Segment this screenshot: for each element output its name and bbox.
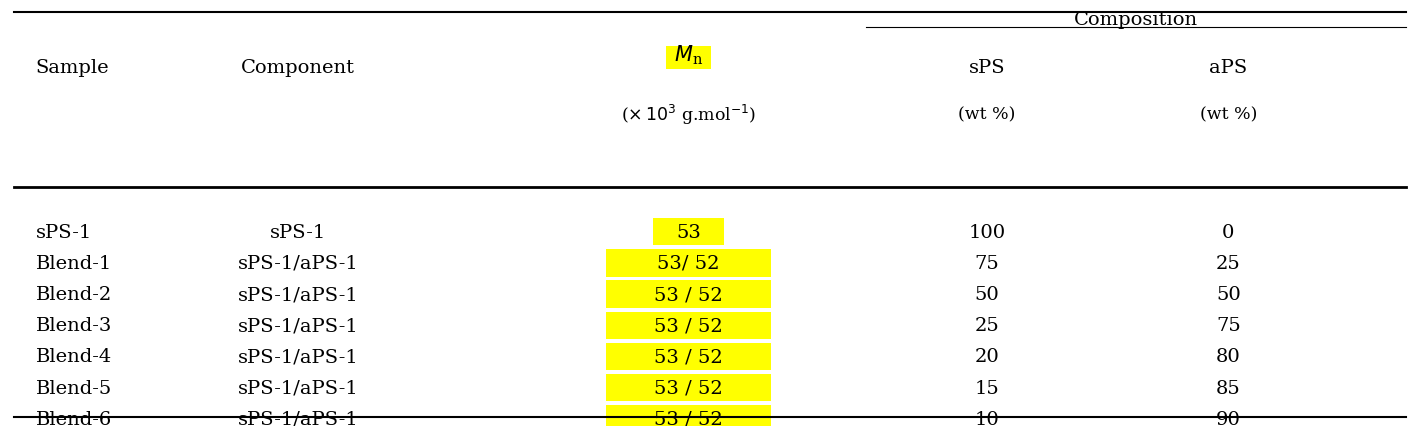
Text: ($\times\,10^{3}$ g.mol$^{-1}$): ($\times\,10^{3}$ g.mol$^{-1}$) xyxy=(621,103,757,127)
Text: (wt %): (wt %) xyxy=(1200,106,1257,124)
Text: aPS: aPS xyxy=(1210,59,1247,77)
Text: 85: 85 xyxy=(1216,379,1241,397)
Text: Blend-4: Blend-4 xyxy=(36,348,112,366)
Text: 53 / 52: 53 / 52 xyxy=(655,410,723,426)
Text: 50: 50 xyxy=(1216,285,1241,303)
Text: 53 / 52: 53 / 52 xyxy=(655,379,723,397)
Text: Blend-2: Blend-2 xyxy=(36,285,112,303)
Text: sPS-1/aPS-1: sPS-1/aPS-1 xyxy=(237,379,359,397)
Bar xyxy=(606,312,771,339)
Text: 50: 50 xyxy=(974,285,1000,303)
Text: Blend-1: Blend-1 xyxy=(36,254,112,272)
Text: 25: 25 xyxy=(1216,254,1241,272)
Text: Blend-6: Blend-6 xyxy=(36,410,112,426)
Text: 75: 75 xyxy=(1216,317,1241,334)
Text: 53 / 52: 53 / 52 xyxy=(655,348,723,366)
Text: Composition: Composition xyxy=(1074,11,1198,29)
Text: Blend-3: Blend-3 xyxy=(36,317,112,334)
Text: 90: 90 xyxy=(1216,410,1241,426)
Text: 10: 10 xyxy=(974,410,1000,426)
Bar xyxy=(606,374,771,401)
Text: 53/ 52: 53/ 52 xyxy=(657,254,720,272)
Bar xyxy=(666,47,711,70)
Text: 0: 0 xyxy=(1223,223,1234,241)
Bar xyxy=(653,219,724,246)
Text: 25: 25 xyxy=(974,317,1000,334)
Bar xyxy=(606,250,771,277)
Text: sPS-1/aPS-1: sPS-1/aPS-1 xyxy=(237,410,359,426)
Text: sPS-1: sPS-1 xyxy=(36,223,92,241)
Bar xyxy=(606,405,771,426)
Text: sPS-1: sPS-1 xyxy=(270,223,327,241)
Text: (wt %): (wt %) xyxy=(959,106,1015,124)
Text: 20: 20 xyxy=(974,348,1000,366)
Text: sPS-1/aPS-1: sPS-1/aPS-1 xyxy=(237,317,359,334)
Text: sPS-1/aPS-1: sPS-1/aPS-1 xyxy=(237,254,359,272)
Text: 53 / 52: 53 / 52 xyxy=(655,317,723,334)
Bar xyxy=(606,281,771,308)
Text: sPS-1/aPS-1: sPS-1/aPS-1 xyxy=(237,285,359,303)
Text: 15: 15 xyxy=(974,379,1000,397)
Text: 53 / 52: 53 / 52 xyxy=(655,285,723,303)
Text: 75: 75 xyxy=(974,254,1000,272)
Text: Sample: Sample xyxy=(36,59,109,77)
Text: sPS-1/aPS-1: sPS-1/aPS-1 xyxy=(237,348,359,366)
Text: Blend-5: Blend-5 xyxy=(36,379,112,397)
Text: Component: Component xyxy=(241,59,355,77)
Text: 100: 100 xyxy=(968,223,1005,241)
Text: 80: 80 xyxy=(1216,348,1241,366)
Bar xyxy=(606,343,771,370)
Text: 53: 53 xyxy=(676,223,701,241)
Text: sPS: sPS xyxy=(968,59,1005,77)
Text: $\mathit{M}_\mathregular{n}$: $\mathit{M}_\mathregular{n}$ xyxy=(674,43,703,67)
